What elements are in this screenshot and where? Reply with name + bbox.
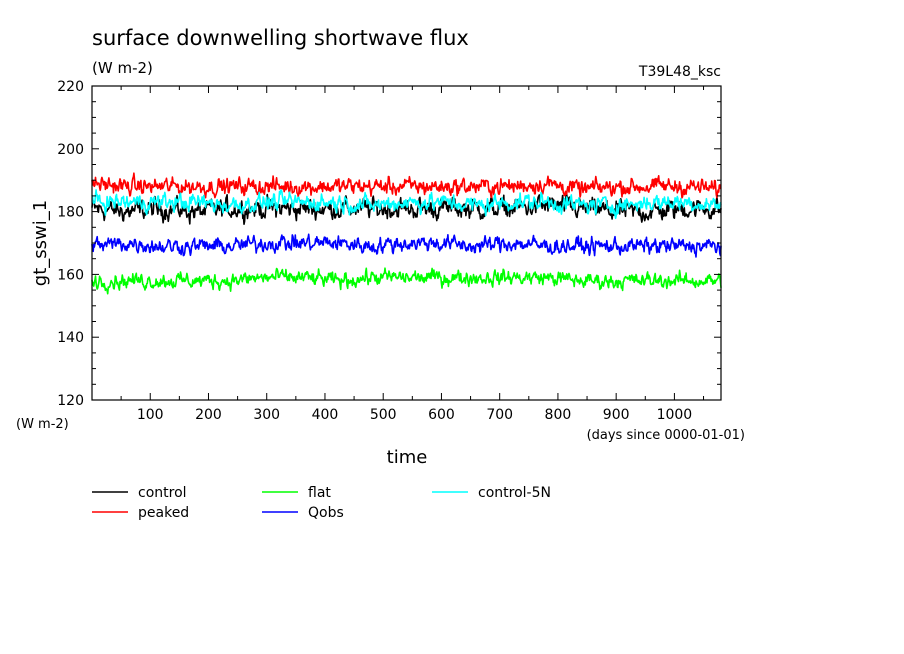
experiment-label: T39L48_ksc [638,64,721,80]
series-line-control-5N [91,189,722,220]
x-tick-label: 100 [137,407,164,423]
legend-label: control [138,485,187,501]
legend-label: Qobs [308,505,344,521]
x-tick-label: 600 [428,407,455,423]
x-tick-label: 700 [486,407,513,423]
x-axis-label: time [387,447,428,468]
x-tick-label: 400 [312,407,339,423]
series-layer [91,172,722,295]
y-axis-units: (W m-2) [16,417,69,432]
x-tick-label: 200 [195,407,222,423]
y-tick-label: 180 [57,205,84,221]
legend-label: flat [308,485,331,501]
y-tick-label: 120 [57,393,84,409]
x-axis-units: (days since 0000-01-01) [587,428,745,443]
x-tick-label: 900 [603,407,630,423]
series-line-peaked [91,172,722,199]
series-line-flat [91,267,722,295]
x-tick-label: 300 [253,407,280,423]
legend-label: control-5N [478,485,551,501]
x-tick-label: 800 [545,407,572,423]
chart-units: (W m-2) [92,59,153,77]
y-tick-label: 160 [57,267,84,283]
y-axis-label: gt_sswi_1 [30,200,51,286]
y-tick-label: 220 [57,79,84,95]
ticks-layer: 100 200 300 400 500 600 700 800 900 1000 120 140 160… [57,79,721,423]
x-tick-label: 1000 [657,407,693,423]
legend: control peaked flat Qobs control-5N [92,485,551,521]
chart-title: surface downwelling shortwave flux [92,26,469,50]
legend-label: peaked [138,505,189,521]
series-line-Qobs [91,233,722,258]
y-tick-label: 140 [57,330,84,346]
y-tick-label: 200 [57,142,84,158]
x-tick-label: 500 [370,407,397,423]
